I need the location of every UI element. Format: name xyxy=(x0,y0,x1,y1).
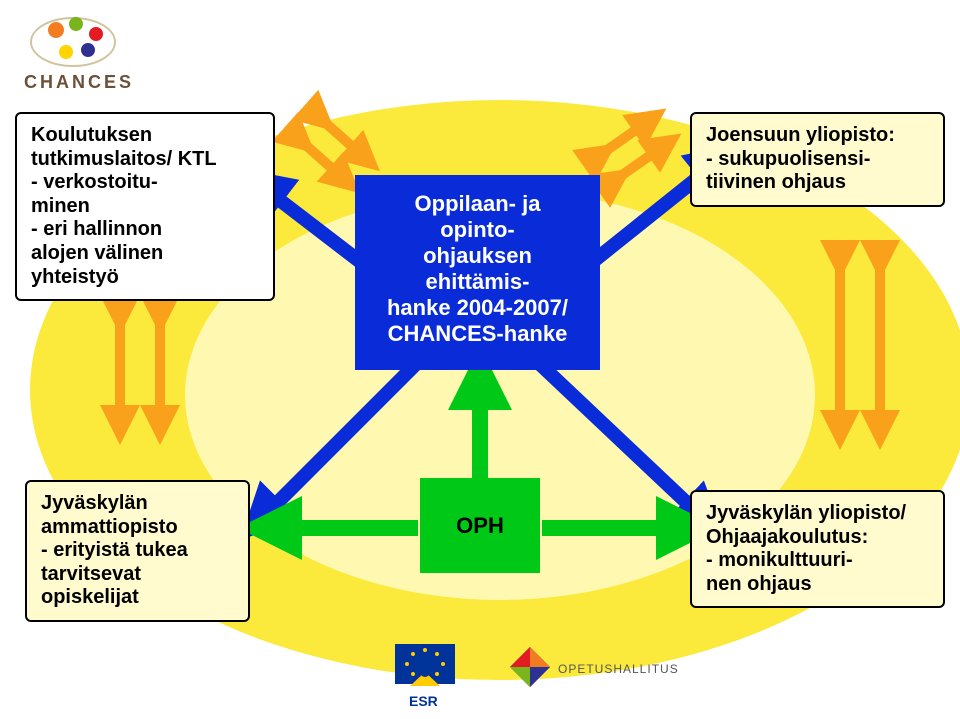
text-line: nen ohjaus xyxy=(706,573,929,597)
chances-logo: CHANCES xyxy=(18,10,178,105)
text-line: tiivinen ohjaus xyxy=(706,171,929,195)
center-text-line: ehittämis- xyxy=(373,269,582,295)
text-line: Ohjaajakoulutus: xyxy=(706,526,929,550)
text-line: tutkimuslaitos/ KTL xyxy=(31,148,259,172)
center-text-line: Oppilaan- ja xyxy=(373,191,582,217)
box-jyvaskylan-yliopisto: Jyväskylän yliopisto/Ohjaajakoulutus:- m… xyxy=(690,490,945,608)
text-line: Joensuun yliopisto: xyxy=(706,124,929,148)
svg-text:OPETUSHALLITUS: OPETUSHALLITUS xyxy=(558,662,679,676)
oph-box: OPH xyxy=(420,478,540,573)
center-text-line: hanke 2004-2007/ xyxy=(373,295,582,321)
text-line: Koulutuksen xyxy=(31,124,259,148)
esr-logo: ESR xyxy=(395,644,455,709)
text-line: Jyväskylän xyxy=(41,492,234,516)
box-jyvaskylan-ammattiopisto: Jyväskylänammattiopisto- erityistä tukea… xyxy=(25,480,250,622)
box-joensuun-yliopisto: Joensuun yliopisto:- sukupuolisensi- tii… xyxy=(690,112,945,207)
center-chances-box: Oppilaan- jaopinto-ohjauksenehittämis-ha… xyxy=(355,175,600,370)
box-koulutuksen-tutkimuslaitos: Koulutuksentutkimuslaitos/ KTL- verkosto… xyxy=(15,112,275,301)
text-line: alojen välinen xyxy=(31,242,259,266)
oph-label: OPH xyxy=(456,513,504,539)
chances-logo-text: CHANCES xyxy=(24,72,134,92)
text-line: - sukupuolisensi- xyxy=(706,148,929,172)
text-line: Jyväskylän yliopisto/ xyxy=(706,502,929,526)
text-line: minen xyxy=(31,195,259,219)
text-line: opiskelijat xyxy=(41,586,234,610)
text-line: - monikulttuuri- xyxy=(706,549,929,573)
text-line: - verkostoitu- xyxy=(31,171,259,195)
text-line: yhteistyö xyxy=(31,266,259,290)
footer-logos: ESR OPETUSHALLITUS xyxy=(0,639,960,719)
opetushallitus-logo: OPETUSHALLITUS xyxy=(510,647,679,687)
text-line: tarvitsevat xyxy=(41,563,234,587)
text-line: - eri hallinnon xyxy=(31,218,259,242)
center-text-line: ohjauksen xyxy=(373,243,582,269)
center-text-line: CHANCES-hanke xyxy=(373,321,582,347)
diagram-stage: Oppilaan- jaopinto-ohjauksenehittämis-ha… xyxy=(0,0,960,719)
text-line: ammattiopisto xyxy=(41,516,234,540)
svg-text:ESR: ESR xyxy=(409,693,438,709)
text-line: - erityistä tukea xyxy=(41,539,234,563)
center-text-line: opinto- xyxy=(373,217,582,243)
